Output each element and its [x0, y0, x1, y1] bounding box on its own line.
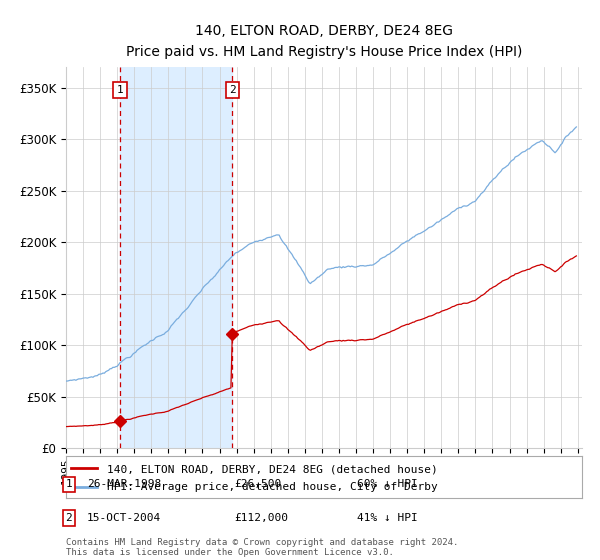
Text: £112,000: £112,000: [234, 513, 288, 523]
Text: 2: 2: [229, 85, 236, 95]
Text: Contains HM Land Registry data © Crown copyright and database right 2024.
This d: Contains HM Land Registry data © Crown c…: [66, 538, 458, 557]
Text: 140, ELTON ROAD, DERBY, DE24 8EG (detached house): 140, ELTON ROAD, DERBY, DE24 8EG (detach…: [107, 464, 438, 474]
Text: 15-OCT-2004: 15-OCT-2004: [87, 513, 161, 523]
Text: £26,500: £26,500: [234, 479, 281, 489]
Text: 60% ↓ HPI: 60% ↓ HPI: [357, 479, 418, 489]
Text: 26-MAR-1998: 26-MAR-1998: [87, 479, 161, 489]
Bar: [120, 67, 232, 448]
Title: 140, ELTON ROAD, DERBY, DE24 8EG
Price paid vs. HM Land Registry's House Price I: 140, ELTON ROAD, DERBY, DE24 8EG Price p…: [126, 25, 522, 59]
Text: 2: 2: [65, 513, 73, 523]
Text: 1: 1: [65, 479, 73, 489]
Text: HPI: Average price, detached house, City of Derby: HPI: Average price, detached house, City…: [107, 483, 438, 492]
Text: 1: 1: [116, 85, 124, 95]
Text: 41% ↓ HPI: 41% ↓ HPI: [357, 513, 418, 523]
